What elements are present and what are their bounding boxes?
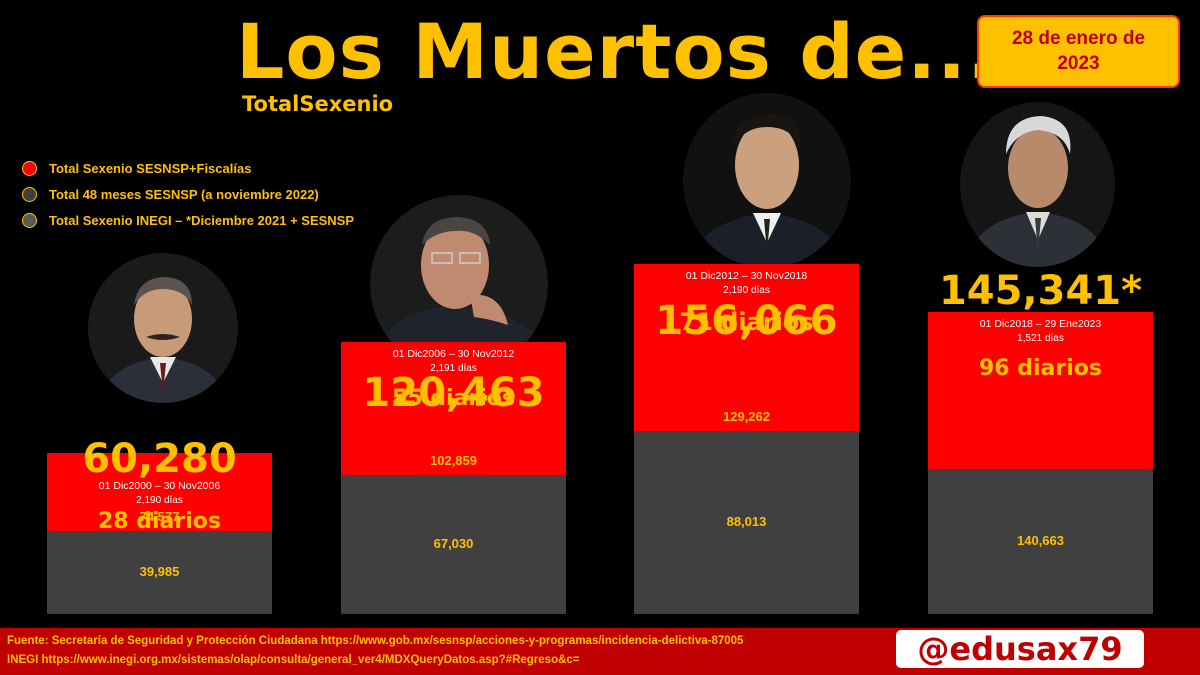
author-handle: @edusax79	[896, 630, 1144, 668]
bar-value-red: 102,859	[430, 452, 477, 468]
bar-segment-gray	[928, 468, 1153, 614]
bar-segment-red	[47, 453, 272, 531]
source-text: Fuente: Secretaría de Seguridad y Protec…	[7, 632, 743, 670]
bar-days: 1,521 días	[1017, 332, 1064, 344]
legend: Total Sexenio SESNSP+Fiscalías Total 48 …	[22, 155, 354, 233]
bar-daily-rate: 96 diarios	[978, 355, 1102, 381]
bar-total-label: 145,341*	[938, 268, 1143, 314]
person-1-icon	[88, 253, 238, 403]
bar-daily-rate: 55 diarios	[391, 385, 515, 411]
bar-value-red: 129,262	[723, 408, 770, 424]
bar-total-label: 60,280	[82, 436, 237, 482]
bar-total-label: 120,463	[362, 370, 545, 416]
bar-days: 2,191 días	[430, 362, 477, 374]
portrait-4	[960, 102, 1115, 267]
chart-title: Los Muertos de...	[236, 7, 997, 96]
legend-dot-gray-icon	[22, 186, 37, 202]
legend-item: Total Sexenio INEGI – *Diciembre 2021 + …	[22, 207, 354, 233]
legend-label: Total 48 meses SESNSP (a noviembre 2022)	[49, 186, 319, 202]
bar-segment-gray	[47, 530, 272, 614]
person-3-icon	[683, 93, 851, 268]
bar-column: 67,030 102,859 01 Dic2006 – 30 Nov2012 2,19…	[341, 341, 566, 614]
bar-column: 88,013 129,262 01 Dic2012 – 30 Nov2018 2,19…	[634, 264, 859, 614]
bar-segment-gray	[634, 430, 859, 614]
bar-date-range: 01 Dic2018 – 29 Ene2023	[979, 317, 1102, 330]
legend-item: Total Sexenio SESNSP+Fiscalías	[22, 155, 354, 181]
person-4-icon	[960, 102, 1115, 267]
bar-segment-red	[634, 264, 859, 431]
legend-dot-red-icon	[22, 160, 37, 176]
date-badge: 28 de enero de 2023	[977, 15, 1180, 88]
bar-days: 2,190 días	[723, 285, 770, 297]
bar-date-range: 01 Dic2000 – 30 Nov2006	[98, 479, 221, 492]
bar-value-red: 74,577	[139, 508, 180, 524]
bar-total-label: 156,066	[655, 298, 838, 344]
source-line-2: INEGI https://www.inegi.org.mx/sistemas/…	[7, 654, 580, 666]
bar-value-gray: 140,663	[1017, 533, 1064, 549]
portrait-1	[88, 253, 238, 403]
bar-daily-rate: 28 diarios	[97, 508, 221, 534]
bar-days: 2,190 días	[136, 494, 183, 506]
chart-subtitle: TotalSexenio	[242, 92, 394, 116]
bar-column: 140,663 01 Dic2018 – 29 Ene2023 1,521 días…	[928, 311, 1153, 614]
legend-item: Total 48 meses SESNSP (a noviembre 2022)	[22, 181, 354, 207]
legend-label: Total Sexenio SESNSP+Fiscalías	[49, 160, 252, 176]
source-line-1: Fuente: Secretaría de Seguridad y Protec…	[7, 635, 744, 647]
bar-value-gray: 39,985	[139, 564, 180, 580]
bar-value-gray: 67,030	[433, 536, 474, 552]
date-line-2: 2023	[1057, 52, 1100, 74]
legend-label: Total Sexenio INEGI – *Diciembre 2021 + …	[49, 212, 355, 228]
bar-value-gray: 88,013	[726, 514, 767, 530]
bar-segment-red	[928, 311, 1153, 469]
bar-daily-rate: 71 diarios	[679, 308, 814, 337]
date-line-1: 28 de enero de	[1011, 27, 1146, 49]
legend-dot-lightgray-icon	[22, 212, 37, 228]
bar-date-range: 01 Dic2012 – 30 Nov2018	[685, 270, 808, 283]
bar-date-range: 01 Dic2006 – 30 Nov2012	[392, 347, 515, 360]
portrait-3	[683, 93, 851, 268]
bar-segment-red	[341, 341, 566, 475]
bar-segment-gray	[341, 474, 566, 614]
bar-column: 39,985 74,577 01 Dic2000 – 30 Nov2006 2,190…	[47, 453, 272, 614]
